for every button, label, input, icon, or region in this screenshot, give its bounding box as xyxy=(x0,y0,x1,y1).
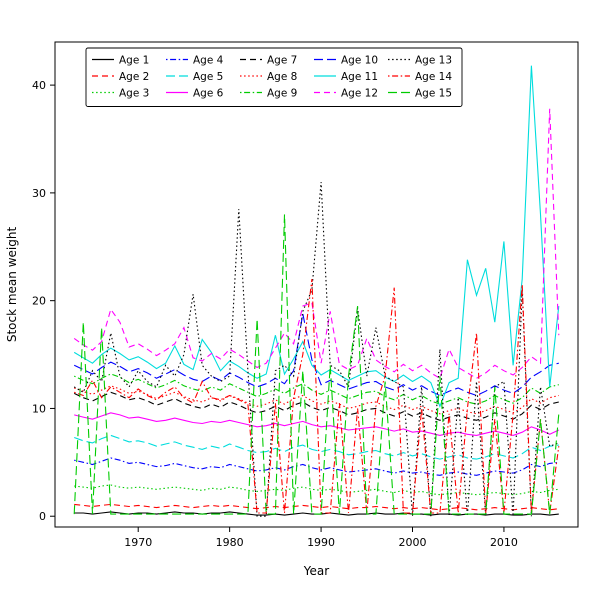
legend-entry-label: Age 13 xyxy=(415,54,452,66)
series-line-age-2 xyxy=(74,503,559,511)
legend-entry-label: Age 11 xyxy=(341,71,378,83)
legend-entry-label: Age 1 xyxy=(119,54,149,66)
legend-entry-label: Age 3 xyxy=(119,87,149,99)
x-tick-label: 2010 xyxy=(490,536,518,549)
series-line-age-14 xyxy=(74,279,560,514)
legend-entry-label: Age 2 xyxy=(119,71,149,83)
legend-entry-label: Age 10 xyxy=(341,54,378,66)
legend-entry-label: Age 4 xyxy=(193,54,224,66)
series-line-age-12 xyxy=(73,108,560,380)
x-axis-label: Year xyxy=(303,564,329,578)
legend-entry-label: Age 8 xyxy=(267,71,297,83)
legend-entry-label: Age 14 xyxy=(415,71,452,83)
legend-entry-label: Age 15 xyxy=(415,87,452,99)
legend-entry-label: Age 9 xyxy=(267,87,297,99)
series-line-age-5 xyxy=(74,434,559,460)
series-line-age-13 xyxy=(73,182,559,517)
series-line-age-11 xyxy=(73,65,560,408)
legend-entry-label: Age 6 xyxy=(193,87,224,99)
legend-entry-label: Age 5 xyxy=(193,71,223,83)
y-tick-label: 20 xyxy=(32,295,46,308)
plot-border xyxy=(54,41,579,528)
y-axis-label: Stock mean weight xyxy=(5,227,19,343)
x-tick-label: 2000 xyxy=(399,536,427,549)
y-tick-label: 10 xyxy=(32,402,46,415)
legend-entry-label: Age 7 xyxy=(267,54,297,66)
y-tick-label: 40 xyxy=(32,79,46,92)
series-line-age-3 xyxy=(74,484,559,496)
series-line-age-6 xyxy=(74,412,560,436)
series-line-age-15 xyxy=(73,214,560,515)
legend-entry-label: Age 12 xyxy=(341,87,378,99)
y-tick-label: 0 xyxy=(39,510,46,523)
x-tick-label: 1970 xyxy=(124,536,152,549)
series-line-age-4 xyxy=(74,457,559,476)
x-tick-label: 1980 xyxy=(216,536,244,549)
series-line-age-8 xyxy=(74,385,559,415)
series-line-age-10 xyxy=(73,313,559,397)
x-tick-label: 1990 xyxy=(307,536,335,549)
y-tick-label: 30 xyxy=(32,187,46,200)
